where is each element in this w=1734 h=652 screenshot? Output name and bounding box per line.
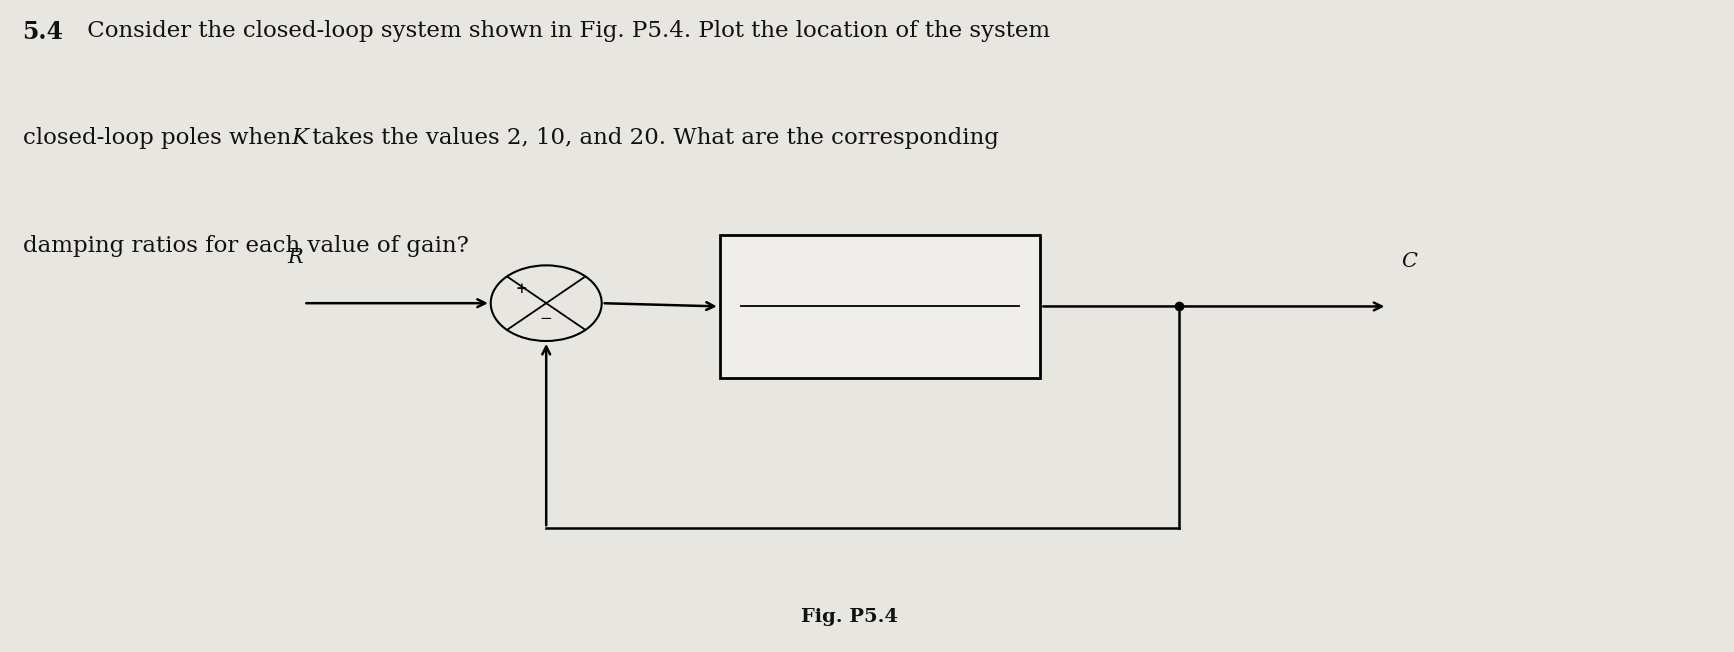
- Text: closed-loop poles when: closed-loop poles when: [23, 127, 298, 149]
- Text: −: −: [539, 312, 553, 326]
- Text: 10 K: 10 K: [857, 259, 903, 277]
- Text: C: C: [1401, 252, 1417, 271]
- Text: K: K: [291, 127, 309, 149]
- Text: s² + 6s + 10: s² + 6s + 10: [818, 336, 942, 354]
- Text: 5.4: 5.4: [23, 20, 64, 44]
- Text: +: +: [515, 282, 527, 296]
- Bar: [720, 235, 1040, 378]
- Text: Consider the closed-loop system shown in Fig. P5.4. Plot the location of the sys: Consider the closed-loop system shown in…: [80, 20, 1049, 42]
- Text: takes the values 2, 10, and 20. What are the corresponding: takes the values 2, 10, and 20. What are…: [305, 127, 999, 149]
- Text: damping ratios for each value of gain?: damping ratios for each value of gain?: [23, 235, 468, 257]
- Text: Fig. P5.4: Fig. P5.4: [801, 608, 898, 626]
- Text: R: R: [286, 248, 303, 267]
